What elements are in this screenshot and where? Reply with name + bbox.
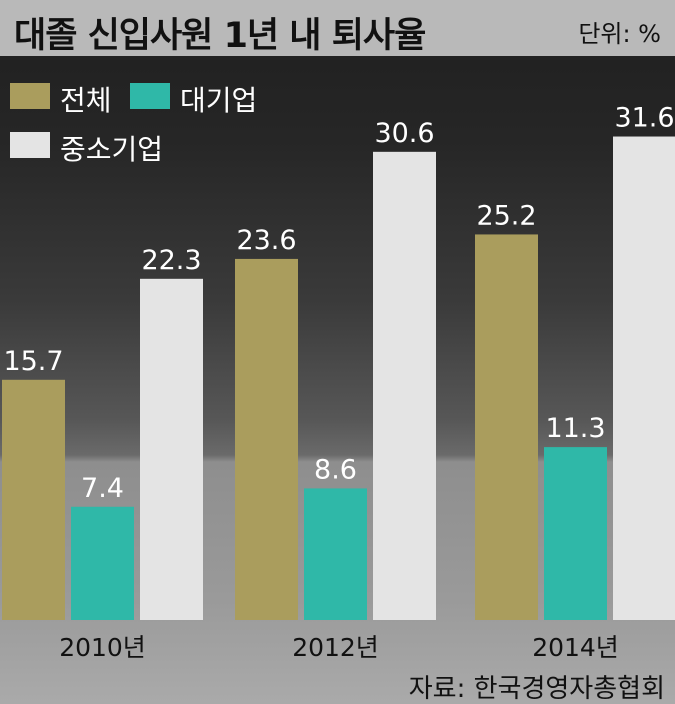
legend-label-sme: 중소기업 — [60, 133, 164, 166]
bar-total-2 — [475, 234, 538, 620]
unit-label: 단위: % — [578, 20, 661, 48]
source-note: 자료: 한국경영자총협회 — [408, 674, 665, 704]
legend-swatch-sme — [10, 132, 50, 158]
data-label-total-2: 25.2 — [476, 200, 536, 231]
data-label-total-0: 15.7 — [3, 346, 63, 377]
legend-label-large: 대기업 — [180, 84, 258, 117]
x-tick-label-0: 2010년 — [59, 633, 146, 662]
bar-sme-2 — [613, 136, 675, 620]
data-label-large-1: 8.6 — [314, 454, 357, 485]
bar-large-2 — [544, 447, 607, 620]
bar-total-0 — [2, 379, 65, 620]
data-label-total-1: 23.6 — [236, 225, 296, 256]
x-tick-label-2: 2014년 — [532, 633, 619, 662]
legend-swatch-large — [130, 83, 170, 109]
bar-total-1 — [235, 258, 298, 620]
bar-sme-0 — [140, 278, 203, 620]
legend-swatch-total — [10, 83, 50, 109]
data-label-sme-2: 31.6 — [614, 103, 674, 134]
data-label-large-0: 7.4 — [81, 473, 124, 504]
legend-label-total: 전체 — [60, 84, 112, 117]
chart-title: 대졸 신입사원 1년 내 퇴사율 — [14, 16, 426, 56]
bar-large-1 — [304, 488, 367, 620]
bar-sme-1 — [373, 151, 436, 620]
title-bar: 대졸 신입사원 1년 내 퇴사율 단위: % — [0, 0, 675, 56]
data-label-sme-0: 22.3 — [141, 245, 201, 276]
bar-large-0 — [71, 506, 134, 620]
data-label-large-2: 11.3 — [545, 413, 605, 444]
data-label-sme-1: 30.6 — [374, 118, 434, 149]
x-tick-label-1: 2012년 — [292, 633, 379, 662]
